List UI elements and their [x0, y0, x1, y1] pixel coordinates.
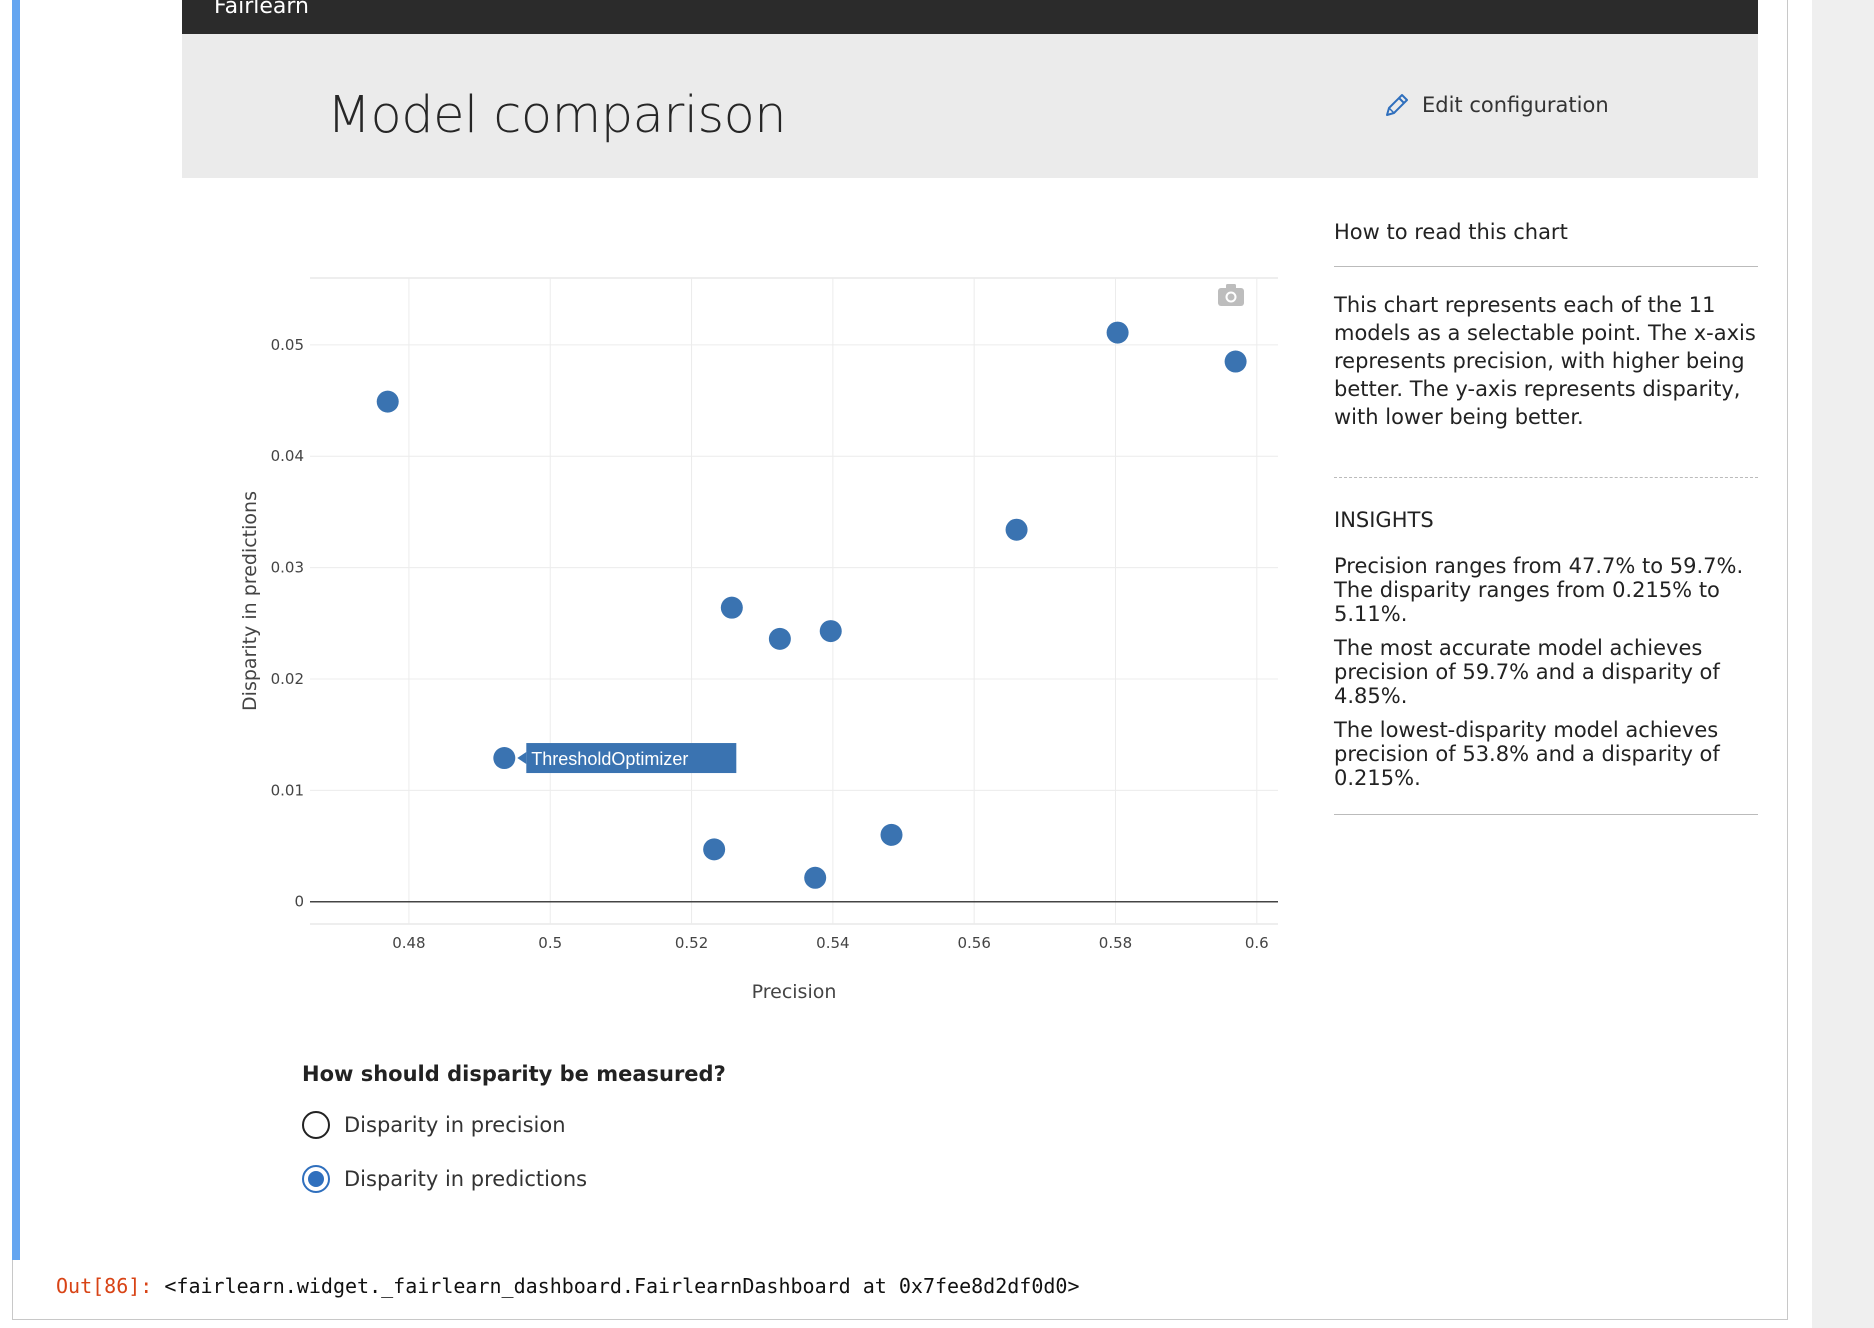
radio-button-checked[interactable] — [302, 1165, 330, 1193]
radio-disparity-in-precision[interactable]: Disparity in precision — [302, 1111, 566, 1139]
insight-item: The most accurate model achieves precisi… — [1334, 636, 1758, 708]
tooltip-label: ThresholdOptimizer — [531, 749, 688, 769]
model-point[interactable] — [493, 747, 515, 769]
insights-list: Precision ranges from 47.7% to 59.7%. Th… — [1334, 554, 1758, 815]
y-tick-label: 0.05 — [271, 336, 304, 354]
scatter-chart-svg: 0.48 0.5 0.52 0.54 0.56 0.58 0.6 0 0.01 0.02 0.03… — [232, 240, 1290, 1020]
radio-selected-dot — [308, 1171, 324, 1187]
y-tick-label: 0 — [294, 893, 304, 911]
cell-selection-bar — [12, 0, 20, 1260]
insight-item: The lowest-disparity model achieves prec… — [1334, 718, 1758, 790]
model-point[interactable] — [769, 628, 791, 650]
x-tick-label: 0.54 — [816, 934, 849, 952]
radio-label: Disparity in predictions — [344, 1167, 587, 1191]
output-line: Out[86]: <fairlearn.widget._fairlearn_da… — [56, 1274, 1080, 1298]
disparity-question: How should disparity be measured? — [302, 1062, 726, 1086]
model-point[interactable] — [721, 597, 743, 619]
insight-item: Precision ranges from 47.7% to 59.7%. Th… — [1334, 554, 1758, 626]
brand-label: Fairlearn — [214, 0, 309, 19]
model-point[interactable] — [703, 838, 725, 860]
y-tick-label: 0.01 — [271, 781, 304, 799]
model-point[interactable] — [1225, 351, 1247, 373]
x-tick-label: 0.58 — [1099, 934, 1132, 952]
output-repr: <fairlearn.widget._fairlearn_dashboard.F… — [164, 1274, 1079, 1298]
right-gutter — [1812, 0, 1874, 1328]
y-tick-label: 0.04 — [271, 447, 304, 465]
header: Model comparison Edit configuration — [182, 34, 1758, 178]
radio-label: Disparity in precision — [344, 1113, 566, 1137]
model-point[interactable] — [820, 620, 842, 642]
output-prompt: Out[86]: — [56, 1274, 152, 1298]
y-tick-label: 0.03 — [271, 559, 304, 577]
insights-title: INSIGHTS — [1334, 508, 1758, 532]
x-tick-label: 0.5 — [538, 934, 562, 952]
y-tick-label: 0.02 — [271, 670, 304, 688]
pencil-icon — [1382, 90, 1412, 120]
x-tick-label: 0.6 — [1245, 934, 1269, 952]
model-point[interactable] — [881, 824, 903, 846]
chart-description: This chart represents each of the 11 mod… — [1334, 291, 1758, 478]
scatter-chart[interactable]: 0.48 0.5 0.52 0.54 0.56 0.58 0.6 0 0.01 0.02 0.03… — [232, 240, 1290, 1020]
x-tick-label: 0.56 — [957, 934, 990, 952]
page-title: Model comparison — [327, 86, 786, 145]
top-bar: Fairlearn — [182, 0, 1758, 34]
model-point[interactable] — [377, 391, 399, 413]
x-tick-label: 0.48 — [392, 934, 425, 952]
model-point[interactable] — [1006, 519, 1028, 541]
radio-button[interactable] — [302, 1111, 330, 1139]
side-panel: How to read this chart This chart repres… — [1334, 220, 1758, 815]
x-axis-title: Precision — [752, 981, 837, 1003]
model-point[interactable] — [804, 867, 826, 889]
model-point[interactable] — [1107, 322, 1129, 344]
x-tick-label: 0.52 — [675, 934, 708, 952]
how-to-read-title: How to read this chart — [1334, 220, 1758, 267]
edit-configuration-label: Edit configuration — [1422, 93, 1609, 117]
y-axis-title: Disparity in predictions — [239, 491, 261, 711]
edit-configuration-button[interactable]: Edit configuration — [1382, 90, 1609, 120]
radio-disparity-in-predictions[interactable]: Disparity in predictions — [302, 1165, 587, 1193]
plot-area — [310, 278, 1278, 924]
